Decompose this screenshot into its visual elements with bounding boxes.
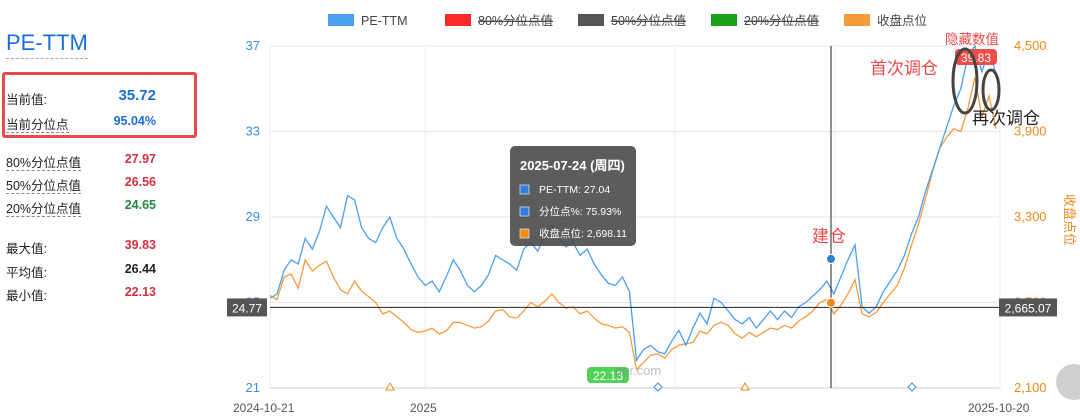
legend-swatch (578, 14, 604, 26)
max-label: 最大值: (6, 242, 47, 256)
p80-label: 80%分位点值 (6, 156, 82, 171)
legend-swatch (328, 14, 354, 26)
legend-label: 80%分位点值 (478, 13, 553, 28)
annotation-second-rebalance: 再次调仓 (972, 109, 1040, 128)
annotation-first-rebalance: 首次调仓 (870, 59, 938, 78)
p50-value: 26.56 (124, 175, 156, 189)
p80-row: 80%分位点值 27.97 (6, 152, 156, 171)
current-value: 35.72 (118, 87, 156, 104)
pe-crosshair-dot (826, 253, 836, 264)
p20-label: 20%分位点值 (6, 202, 82, 217)
max-badge-label: 39.83 (961, 51, 991, 65)
tooltip-date: 2025-07-24 (周四) (520, 158, 625, 173)
annotation-build-position: 建仓 (812, 227, 846, 246)
crosshair-left-label: 24.77 (232, 301, 262, 315)
y-right-tick-label: 3,900 (1014, 124, 1047, 139)
y-left-tick-label: 33 (246, 124, 260, 139)
p20-value: 24.65 (124, 198, 156, 212)
crosshair-right-label: 2,665.07 (1005, 301, 1052, 315)
tooltip-swatch (519, 184, 530, 195)
p20-row: 20%分位点值 24.65 (6, 198, 156, 217)
tooltip-row: PE-TTM: 27.04 (539, 184, 610, 196)
min-row: 最小值: 22.13 (6, 285, 156, 304)
y-left-tick-label: 29 (246, 209, 260, 224)
panel-title: PE-TTM (6, 30, 88, 59)
y-right-tick-label: 4,500 (1014, 38, 1047, 53)
legend-swatch (445, 14, 471, 26)
max-row: 最大值: 39.83 (6, 238, 156, 257)
min-badge-label: 22.13 (593, 369, 623, 383)
legend-label: 20%分位点值 (744, 13, 819, 28)
tooltip-swatch (519, 206, 530, 217)
y-right-tick-label: 3,300 (1014, 209, 1047, 224)
min-value: 22.13 (124, 285, 156, 299)
current-percentile-label: 当前分位点 (6, 118, 69, 133)
annotation-circle-1 (951, 47, 979, 115)
x-tick-label: 2025-10-20 (968, 401, 1030, 415)
max-value: 39.83 (124, 238, 156, 252)
avg-value: 26.44 (124, 262, 156, 276)
event-marker-triangle (740, 381, 750, 391)
max-badge-bg (955, 49, 997, 65)
legend-label: PE-TTM (361, 14, 408, 28)
x-tick-label: 2024-10-21 (233, 401, 295, 415)
tooltip-row: 收盘点位: 2,698.11 (539, 227, 627, 240)
event-marker-triangle (385, 381, 395, 391)
p50-label: 50%分位点值 (6, 179, 82, 194)
watermark: ger.com (615, 363, 661, 378)
annotation-circle-2 (981, 68, 1001, 112)
avg-label: 平均值: (6, 266, 47, 280)
tooltip-box (510, 146, 636, 246)
y-right-axis-label: 收盘点位 (1062, 194, 1077, 246)
legend-swatch (711, 14, 737, 26)
highlight-box (2, 72, 197, 138)
event-marker-diamond (907, 382, 917, 392)
close-crosshair-dot (826, 297, 836, 308)
legend-label: 50%分位点值 (611, 13, 686, 28)
crosshair-right-label-bg (999, 298, 1057, 317)
legend-label: 收盘点位 (877, 13, 927, 28)
current-value-row: 当前值: 35.72 (6, 87, 156, 108)
logo-badge (1056, 364, 1080, 400)
tooltip-swatch (519, 228, 530, 239)
x-tick-label: 2025 (410, 401, 437, 415)
event-marker-diamond (653, 382, 663, 392)
stats-panel: PE-TTM 当前值: 35.72 当前分位点 95.04% 80%分位点值 2… (0, 0, 215, 417)
current-value-label: 当前值: (6, 93, 47, 107)
current-percentile-row: 当前分位点 95.04% (6, 114, 156, 133)
y-left-tick-label: 21 (246, 380, 260, 395)
tooltip-row: 分位点%: 75.93% (539, 205, 621, 218)
avg-row: 平均值: 26.44 (6, 262, 156, 281)
p80-value: 27.97 (124, 152, 156, 166)
crosshair-left-label-bg (227, 298, 267, 317)
annotation-hidden-value: 隐藏数值 (945, 32, 999, 47)
close-line (269, 77, 997, 371)
pe-ttm-chart[interactable]: 37332925214,5003,9003,3002,7002,100收盘点位2… (215, 0, 1080, 417)
legend-swatch (844, 14, 870, 26)
min-badge-bg (587, 367, 629, 383)
y-left-tick-label: 37 (246, 38, 260, 53)
min-label: 最小值: (6, 289, 47, 303)
y-right-tick-label: 2,100 (1014, 380, 1047, 395)
current-percentile-value: 95.04% (113, 114, 156, 128)
p50-row: 50%分位点值 26.56 (6, 175, 156, 194)
